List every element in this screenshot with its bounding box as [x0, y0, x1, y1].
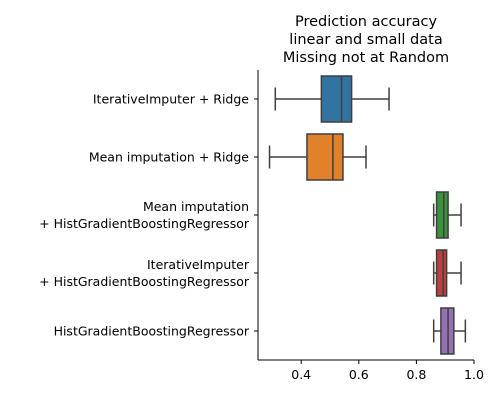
box-body — [307, 134, 343, 180]
category-label: + HistGradientBoostingRegressor — [39, 274, 250, 289]
plot-area — [270, 76, 466, 354]
category-label: IterativeImputer + Ridge — [93, 92, 249, 107]
box-3 — [434, 192, 461, 238]
category-label: HistGradientBoostingRegressor — [54, 324, 250, 339]
box-body — [437, 192, 449, 238]
x-tick-label: 1.0 — [464, 367, 484, 382]
box-2 — [270, 134, 366, 180]
chart-title-line-3: Missing not at Random — [283, 50, 449, 66]
box-4 — [434, 250, 461, 296]
x-tick-label: 0.8 — [406, 367, 426, 382]
category-label: IterativeImputer — [147, 257, 250, 272]
box-5 — [434, 308, 466, 354]
category-label: Mean imputation — [143, 199, 249, 214]
chart-title-line-1: Prediction accuracy — [295, 14, 437, 30]
category-label: Mean imputation + Ridge — [89, 150, 249, 165]
box-body — [437, 250, 447, 296]
category-label: + HistGradientBoostingRegressor — [39, 216, 250, 231]
x-tick-label: 0.4 — [291, 367, 311, 382]
box-1 — [275, 76, 389, 122]
category-labels: IterativeImputer + Ridge Mean imputation … — [39, 92, 258, 339]
box-body — [321, 76, 351, 122]
x-tick-label: 0.6 — [349, 367, 369, 382]
chart-title: Prediction accuracy linear and small dat… — [283, 14, 449, 66]
chart-title-line-2: linear and small data — [289, 32, 442, 48]
